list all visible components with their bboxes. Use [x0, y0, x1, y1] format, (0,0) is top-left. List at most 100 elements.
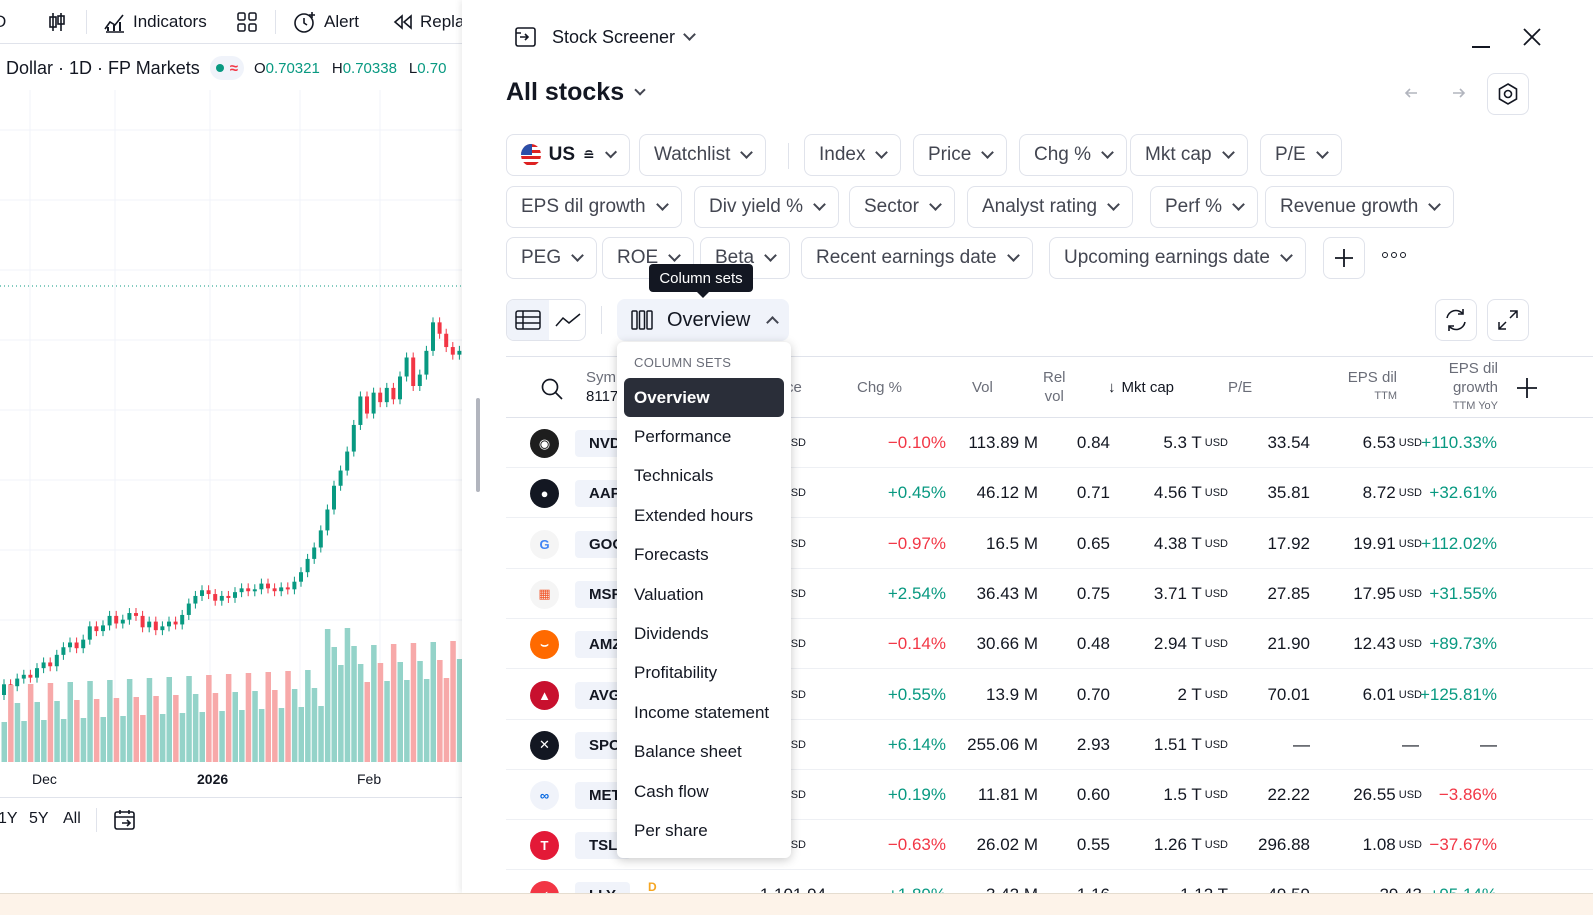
filter-div-yield[interactable]: Div yield %	[694, 186, 839, 228]
chart-view-button[interactable]	[551, 300, 585, 340]
cell-eps: 26.55 USD	[1353, 785, 1422, 805]
menu-item-valuation[interactable]: Valuation	[634, 584, 704, 604]
candle	[285, 587, 290, 590]
alert-button[interactable]: Alert	[292, 0, 359, 44]
menu-item-overview[interactable]: Overview	[624, 378, 784, 417]
cell-mkt-cap: 1.26 T USD	[1153, 835, 1228, 855]
market-filter[interactable]: US ≘	[506, 134, 630, 176]
candle	[378, 392, 383, 403]
menu-item-forecasts[interactable]: Forecasts	[634, 545, 709, 565]
table-row-partial[interactable]: ✓ LLY D 1,101.94 +1.89% 3.42 M 1.16 1.12…	[506, 870, 1593, 893]
menu-item-profitability[interactable]: Profitability	[634, 663, 718, 683]
header-pe[interactable]: P/E	[1228, 379, 1253, 396]
range-1y[interactable]: 1Y	[0, 810, 18, 827]
filter-eps-dil-growth[interactable]: EPS dil growth	[506, 186, 682, 228]
header-rel-vol[interactable]: Rel vol	[1043, 369, 1066, 405]
candle-style-icon[interactable]	[46, 0, 68, 44]
volume-bar	[186, 676, 192, 762]
volume-bar	[331, 647, 337, 762]
redo-icon[interactable]	[1446, 83, 1466, 103]
filter-chg[interactable]: Chg %	[1019, 134, 1128, 176]
candle	[384, 387, 389, 403]
volume-bar	[377, 663, 384, 762]
refresh-button[interactable]	[1435, 299, 1477, 341]
menu-item-extended-hours[interactable]: Extended hours	[634, 505, 754, 525]
ticker-badge[interactable]: LLY	[575, 882, 630, 893]
menu-item-per-share[interactable]: Per share	[634, 820, 708, 840]
header-eps[interactable]: EPS dil TTM	[1347, 369, 1397, 402]
filter-sector[interactable]: Sector	[849, 186, 955, 228]
add-column-icon[interactable]	[1516, 377, 1538, 399]
table-row[interactable]: ▲ AVG USD +0.55% 13.9 M 0.70 2 T USD 70.01 6.01 US…	[506, 670, 1593, 720]
more-icon[interactable]	[1382, 252, 1406, 258]
range-all[interactable]: All	[63, 810, 81, 827]
cell-chg: −0.97%	[887, 533, 946, 553]
filter-analyst-rating[interactable]: Analyst rating	[967, 186, 1134, 228]
menu-item-technicals[interactable]: Technicals	[634, 466, 714, 486]
header-vol[interactable]: Vol	[972, 379, 993, 396]
filter-upcoming-earnings-date[interactable]: Upcoming earnings date	[1049, 237, 1306, 279]
filter-recent-earnings-date[interactable]: Recent earnings date	[801, 237, 1033, 279]
add-filter-button[interactable]	[1323, 237, 1365, 279]
price-chart[interactable]	[0, 90, 462, 762]
symbol-count: 8117	[586, 388, 619, 405]
cell-vol: 255.06 M	[967, 734, 1038, 754]
table-row[interactable]: T TSL USD −0.63% 26.02 M 0.55 1.26 T USD 296.88 1…	[506, 820, 1593, 871]
list-title-button[interactable]: All stocks	[506, 78, 646, 107]
undo-icon[interactable]	[1404, 83, 1424, 103]
filter-perf[interactable]: Perf %	[1150, 186, 1259, 228]
candle	[15, 678, 20, 687]
filter-watchlist[interactable]: Watchlist	[639, 134, 767, 176]
filter-revenue-growth[interactable]: Revenue growth	[1265, 186, 1455, 228]
layouts-icon[interactable]	[236, 0, 258, 44]
table-row[interactable]: ◉ NVD USD −0.10% 113.89 M 0.84 5.3 T USD 33.54 6.…	[506, 418, 1593, 468]
header-mkt-cap[interactable]: ↓ Mkt cap	[1108, 379, 1175, 396]
filter-price[interactable]: Price	[913, 134, 1008, 176]
table-row[interactable]: ▦ MSF USD +2.54% 36.43 M 0.75 3.71 T USD 27.85 17…	[506, 569, 1593, 619]
candle	[193, 595, 198, 604]
column-sets-button[interactable]: Overview	[617, 299, 789, 341]
table-icon	[515, 310, 541, 330]
scrollbar-thumb[interactable]	[476, 398, 480, 492]
candle	[48, 662, 53, 667]
range-5y[interactable]: 5Y	[29, 810, 49, 827]
indicators-button[interactable]: Indicators	[103, 0, 207, 44]
table-row[interactable]: ∞ MET USD +0.19% 11.81 M 0.60 1.5 T USD 22.22 26.…	[506, 770, 1593, 821]
cell-mkt-cap: 1.5 T USD	[1163, 785, 1228, 805]
candle	[219, 595, 224, 601]
filter-mkt-cap[interactable]: Mkt cap	[1130, 134, 1248, 176]
filter-peg[interactable]: PEG	[506, 237, 598, 279]
cell-rel-vol: 0.84	[1076, 433, 1110, 452]
chevron-down-icon	[740, 146, 754, 159]
table-row[interactable]: G GOO USD −0.97% 16.5 M 0.65 4.38 T USD 17.92 19.…	[506, 519, 1593, 569]
search-icon[interactable]	[540, 377, 564, 401]
status-pill[interactable]: ≈	[209, 56, 244, 80]
menu-item-balance-sheet[interactable]: Balance sheet	[634, 742, 742, 762]
cell-chg: +1.89%	[846, 870, 946, 893]
minimize-icon[interactable]	[1472, 46, 1490, 48]
candle	[450, 347, 455, 355]
menu-item-income-statement[interactable]: Income statement	[634, 702, 770, 722]
menu-item-performance[interactable]: Performance	[634, 426, 732, 446]
partial-toolbar-glyph[interactable]: D	[0, 12, 7, 31]
volume-bar	[212, 693, 219, 762]
filter-roe[interactable]: ROE	[602, 237, 695, 279]
settings-button[interactable]	[1487, 73, 1529, 115]
menu-item-cash-flow[interactable]: Cash flow	[634, 781, 709, 801]
menu-item-dividends[interactable]: Dividends	[634, 623, 709, 643]
table-view-button[interactable]	[507, 300, 549, 340]
header-chg[interactable]: Chg %	[857, 379, 903, 396]
screener-header[interactable]: Stock Screener	[514, 25, 696, 49]
close-icon[interactable]	[1521, 26, 1543, 48]
fullscreen-button[interactable]	[1487, 299, 1529, 341]
go-to-date-icon[interactable]	[112, 807, 138, 833]
volume-bar	[278, 708, 285, 762]
filter-pe[interactable]: P/E	[1260, 134, 1342, 176]
volume-bar	[397, 662, 403, 762]
header-eps-growth[interactable]: EPS dil growth TTM YoY	[1448, 360, 1498, 412]
replay-button[interactable]: Repla	[392, 0, 462, 44]
filter-index[interactable]: Index	[804, 134, 902, 176]
volume-bar	[140, 715, 146, 762]
header-symbol[interactable]: Sym 8117	[586, 369, 619, 405]
candle	[437, 322, 442, 334]
